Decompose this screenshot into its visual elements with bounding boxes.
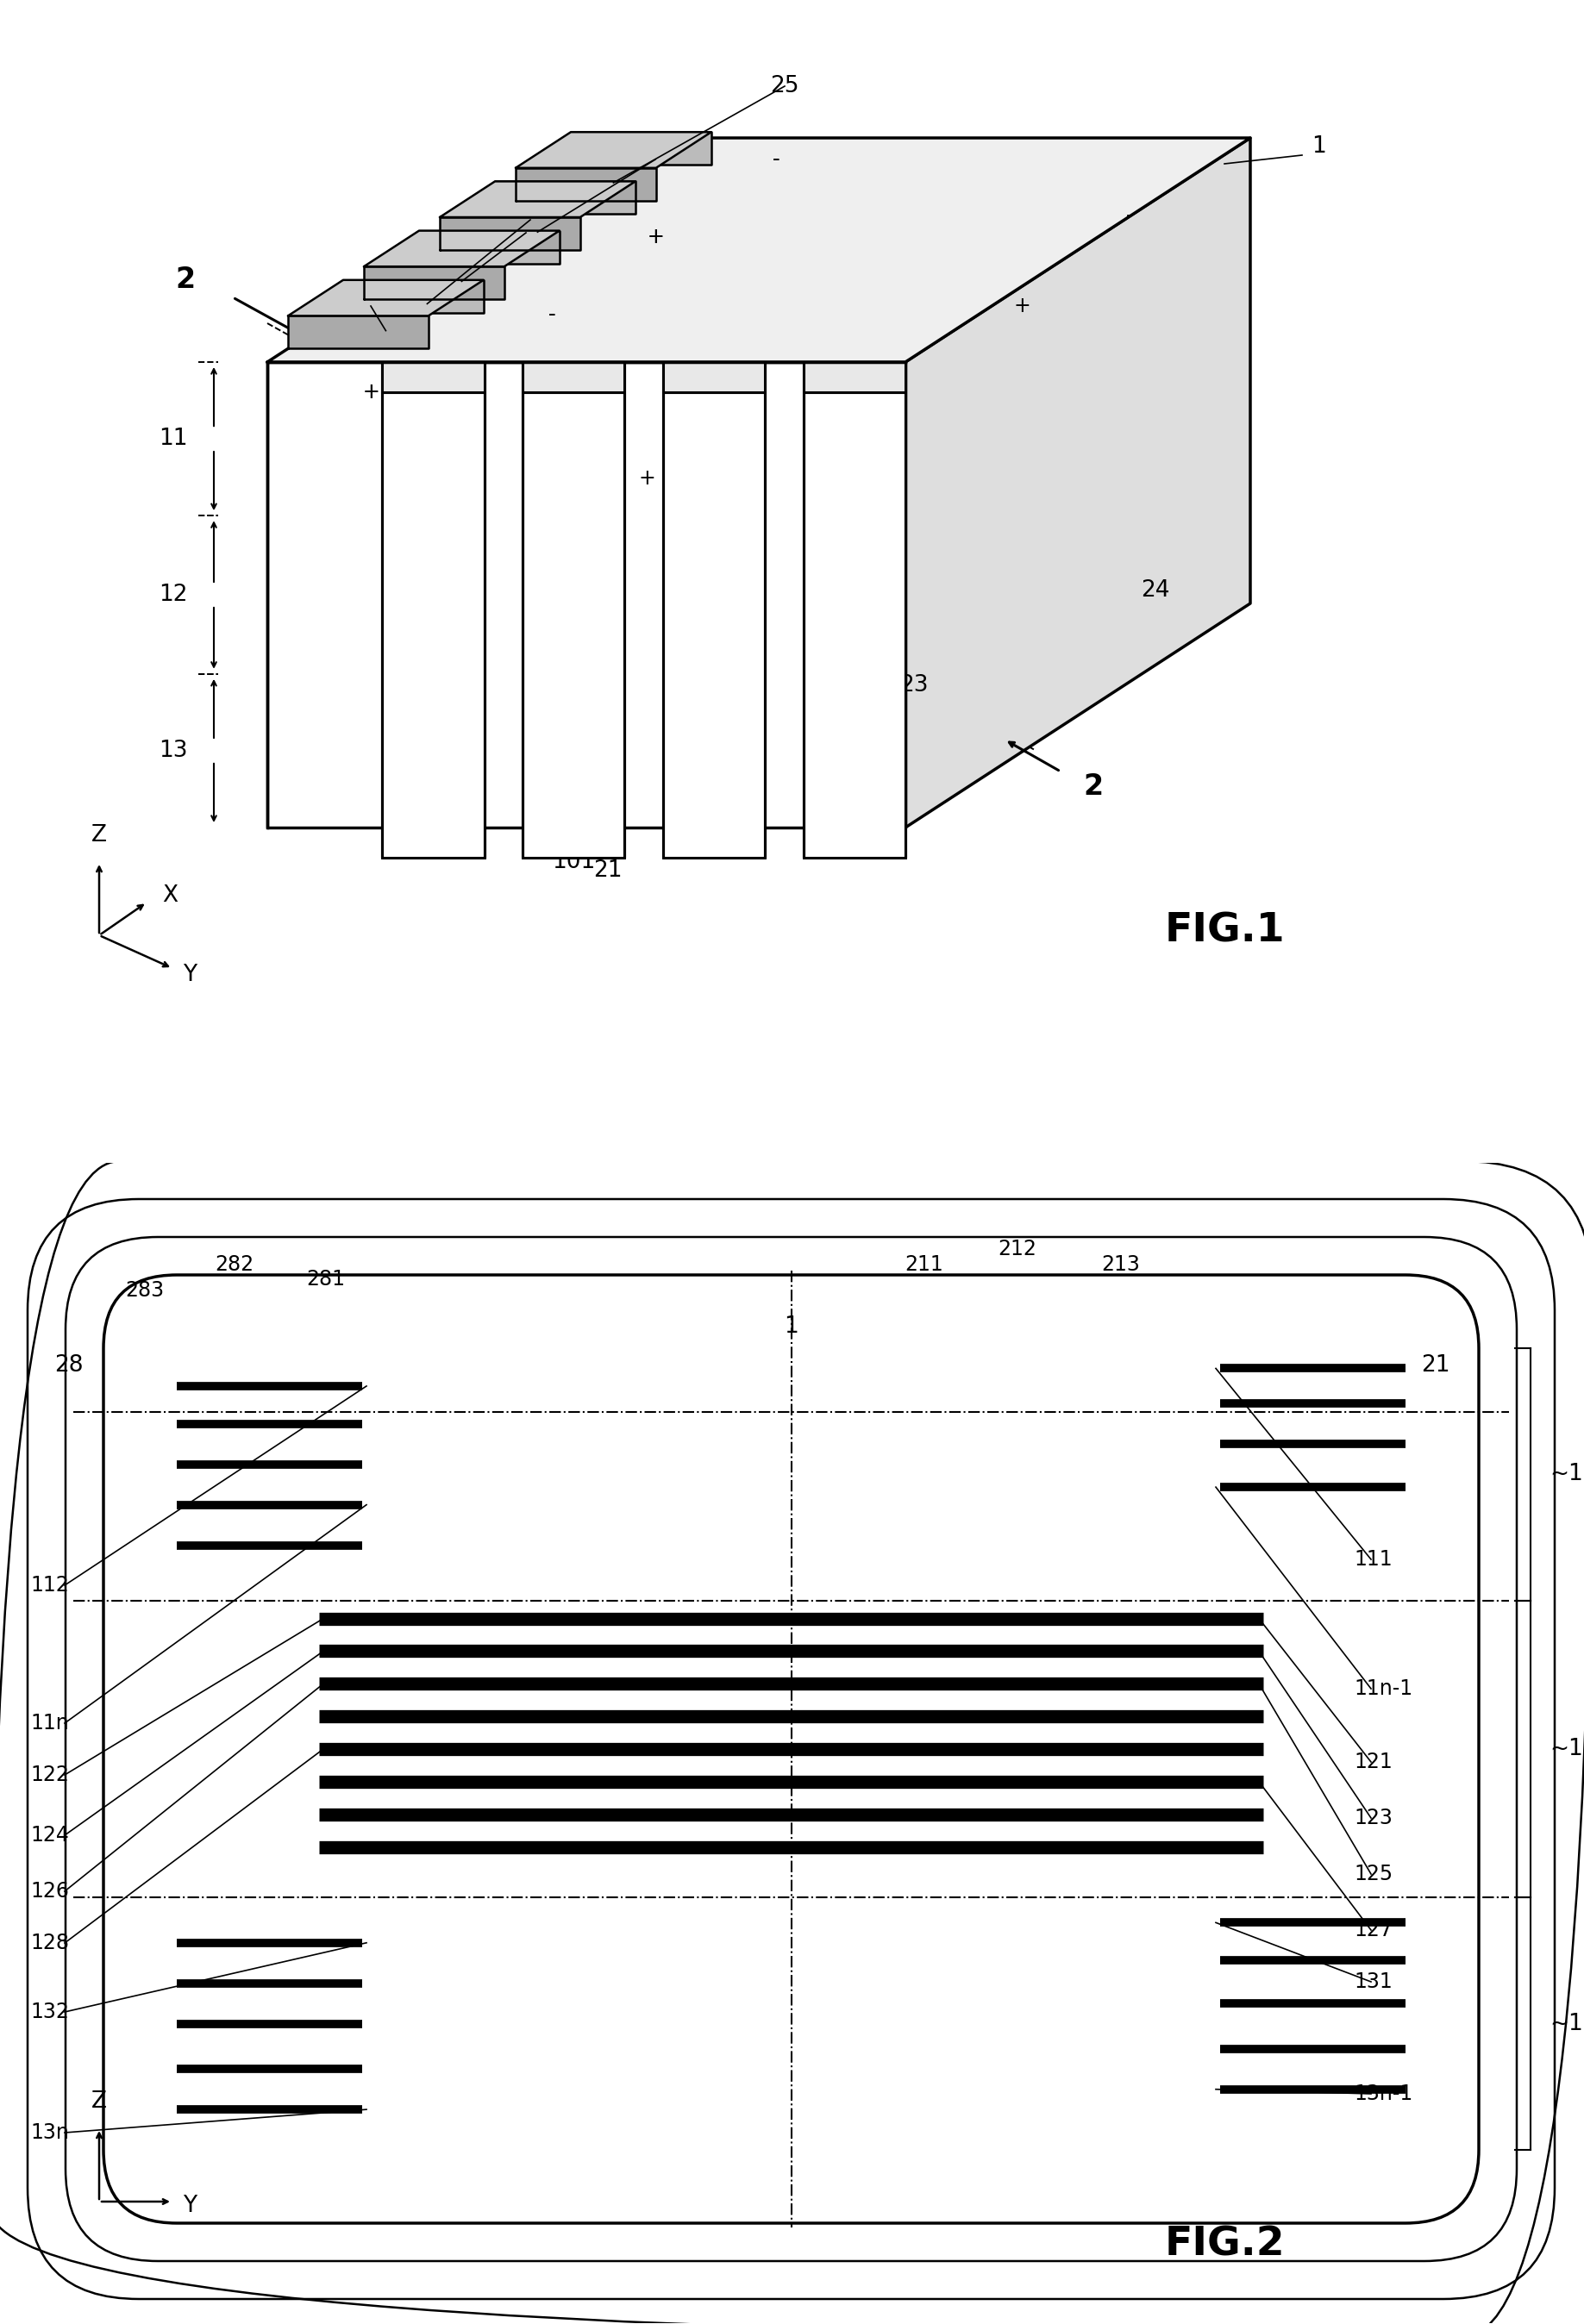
Text: 2: 2 — [1083, 774, 1104, 802]
Text: 112: 112 — [30, 1576, 70, 1597]
Polygon shape — [382, 393, 485, 858]
Text: 28: 28 — [54, 1355, 84, 1376]
Polygon shape — [344, 279, 483, 314]
Text: X: X — [162, 883, 177, 906]
Text: 131: 131 — [1354, 1971, 1392, 1992]
Polygon shape — [494, 181, 635, 214]
Text: 102: 102 — [508, 209, 551, 230]
Text: 125: 125 — [1354, 1864, 1392, 1885]
Text: 11: 11 — [158, 428, 188, 451]
Text: 28: 28 — [356, 295, 385, 316]
Text: 21: 21 — [1421, 1355, 1449, 1376]
Text: 27: 27 — [512, 221, 540, 244]
Polygon shape — [664, 363, 765, 393]
Text: 2: 2 — [176, 265, 195, 295]
Text: 11n-1: 11n-1 — [1354, 1678, 1413, 1699]
Text: Z: Z — [92, 2089, 108, 2113]
Polygon shape — [268, 363, 906, 827]
Text: 1: 1 — [784, 1315, 798, 1339]
Text: ~13: ~13 — [1549, 2013, 1584, 2036]
Text: 11n: 11n — [30, 1713, 70, 1734]
Text: 13n-1: 13n-1 — [1354, 2085, 1413, 2103]
Text: 13: 13 — [158, 739, 188, 762]
Text: 26: 26 — [642, 149, 670, 170]
Text: -: - — [756, 386, 762, 407]
Text: 283: 283 — [125, 1281, 165, 1301]
Text: 128: 128 — [30, 1934, 70, 1954]
Polygon shape — [288, 316, 428, 349]
Polygon shape — [664, 393, 765, 858]
Text: 1: 1 — [1312, 135, 1326, 158]
Polygon shape — [570, 132, 711, 165]
Polygon shape — [516, 132, 711, 167]
Text: 21: 21 — [594, 860, 623, 881]
Polygon shape — [803, 393, 906, 858]
Polygon shape — [364, 267, 504, 300]
Text: 13n: 13n — [30, 2122, 70, 2143]
Text: FIG.2: FIG.2 — [1164, 2226, 1285, 2264]
Text: 132: 132 — [30, 2001, 70, 2022]
Text: 281: 281 — [307, 1269, 345, 1290]
Text: -: - — [1126, 205, 1133, 225]
Text: Y: Y — [182, 2194, 196, 2217]
Text: Y: Y — [182, 964, 196, 985]
Text: +: + — [646, 228, 664, 246]
Text: 211: 211 — [904, 1255, 944, 1276]
Text: 123: 123 — [1354, 1808, 1392, 1829]
Text: ~11: ~11 — [1549, 1464, 1584, 1485]
Text: 121: 121 — [1354, 1752, 1392, 1773]
Text: 124: 124 — [30, 1824, 70, 1845]
Text: -: - — [548, 304, 556, 325]
Polygon shape — [523, 363, 624, 393]
Text: 122: 122 — [30, 1764, 70, 1785]
Text: 282: 282 — [215, 1255, 253, 1276]
Polygon shape — [523, 393, 624, 858]
Text: 212: 212 — [998, 1239, 1038, 1260]
Text: -: - — [773, 149, 779, 170]
Text: +: + — [646, 228, 664, 246]
Text: 22: 22 — [735, 765, 765, 788]
Text: 12: 12 — [158, 583, 188, 607]
Text: +: + — [638, 467, 656, 488]
Text: -: - — [548, 304, 556, 325]
Text: 101: 101 — [551, 851, 596, 874]
Polygon shape — [420, 230, 559, 263]
Polygon shape — [364, 230, 559, 267]
Polygon shape — [268, 137, 1250, 363]
Text: FIG.1: FIG.1 — [1164, 911, 1285, 951]
Text: 111: 111 — [1354, 1550, 1392, 1569]
Text: +: + — [1014, 295, 1030, 316]
Polygon shape — [440, 216, 580, 251]
Polygon shape — [288, 279, 483, 316]
Text: +: + — [363, 381, 379, 402]
Text: 127: 127 — [1354, 1920, 1392, 1941]
Polygon shape — [803, 363, 906, 393]
Polygon shape — [516, 167, 656, 200]
Text: 126: 126 — [30, 1880, 70, 1901]
Text: ~12: ~12 — [1549, 1738, 1584, 1759]
Text: +: + — [363, 381, 379, 402]
Polygon shape — [382, 363, 485, 393]
Text: 24: 24 — [1140, 579, 1171, 602]
Polygon shape — [440, 181, 635, 216]
Text: 25: 25 — [770, 74, 798, 98]
Text: -: - — [773, 149, 779, 170]
Text: Z: Z — [92, 825, 108, 846]
Polygon shape — [906, 137, 1250, 827]
Text: 213: 213 — [1101, 1255, 1140, 1276]
Text: 23: 23 — [900, 674, 928, 697]
